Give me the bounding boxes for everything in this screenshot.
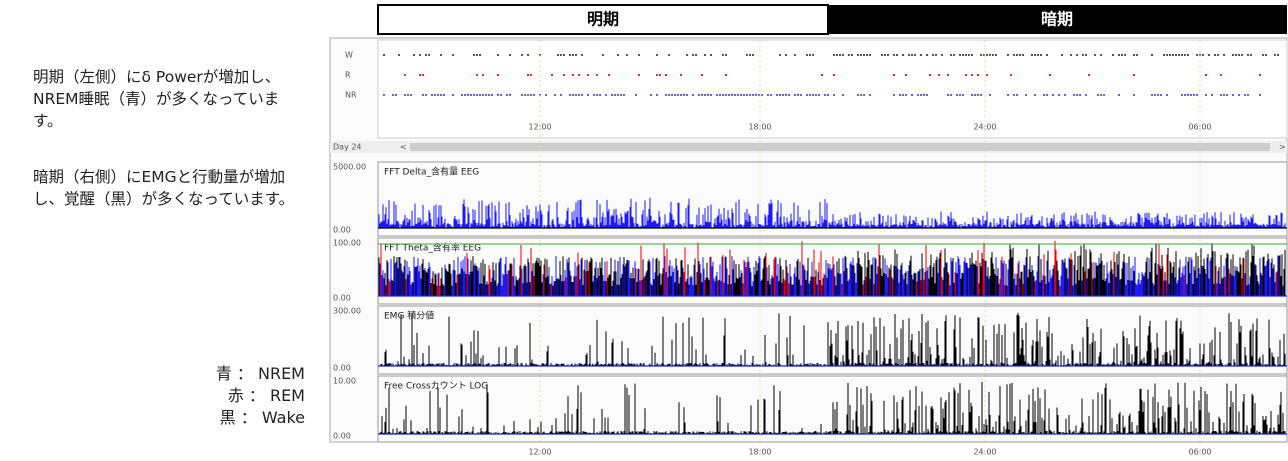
time-label: 18:00 (748, 448, 771, 457)
stage-label: W (345, 51, 353, 60)
time-label: 24:00 (973, 448, 996, 457)
y-max: 100.00 (333, 239, 361, 248)
panel-label: FFT Theta_含有率 EEG (384, 242, 481, 254)
note: 暗期（右側）にEMGと行動量が増加し、覚醒（黒）が多くなっています。 (33, 168, 295, 208)
y-max: 300.00 (333, 307, 361, 316)
y-min: 0.00 (333, 432, 351, 441)
time-label: 18:00 (748, 123, 771, 132)
y-max: 5000.00 (333, 163, 366, 172)
stage-label: NR (345, 91, 357, 100)
time-label: 06:00 (1188, 448, 1211, 457)
time-label: 12:00 (528, 448, 551, 457)
panel (377, 305, 1288, 375)
stage-label: R (345, 71, 351, 80)
y-max: 10.00 (333, 377, 356, 386)
dark-label: 暗期 (1041, 10, 1073, 29)
panel (377, 237, 1288, 305)
y-min: 0.00 (333, 226, 351, 235)
day-label: Day 24 (333, 143, 362, 152)
time-label: 06:00 (1188, 123, 1211, 132)
signal-trace (379, 256, 1284, 296)
dark-band (828, 5, 1287, 34)
y-min: 0.00 (333, 294, 351, 303)
panel-label: FFT Delta_含有量 EEG (384, 166, 479, 178)
time-label: 12:00 (528, 123, 551, 132)
panel (377, 161, 1288, 237)
scrollbar[interactable] (410, 143, 1270, 151)
panel (377, 375, 1288, 443)
signal-trace (378, 197, 1286, 228)
legend-item: 黒 ： Wake (219, 408, 305, 427)
note: 明期（左側）にδ Powerが増加し、NREM睡眠（青）が多くなっています。 (33, 68, 281, 130)
legend: 青 ： NREM 赤 ： REM 黒 ： Wake (170, 363, 305, 429)
time-label: 24:00 (973, 123, 996, 132)
light-band (377, 4, 829, 35)
hypnogram-area (377, 39, 1288, 139)
light-label: 明期 (587, 10, 619, 29)
y-min: 0.00 (333, 364, 351, 373)
prev-button[interactable]: < (400, 143, 407, 152)
legend-item: 青 ： NREM (215, 364, 305, 383)
legend-item: 赤 ： REM (227, 386, 305, 405)
next-button[interactable]: > (1279, 143, 1286, 152)
panel-label: EMG 積分値 (384, 310, 434, 322)
signal-trace (380, 241, 1278, 296)
panel-label: Free Crossカウント LOG (384, 381, 488, 392)
signal-trace (378, 243, 1286, 296)
